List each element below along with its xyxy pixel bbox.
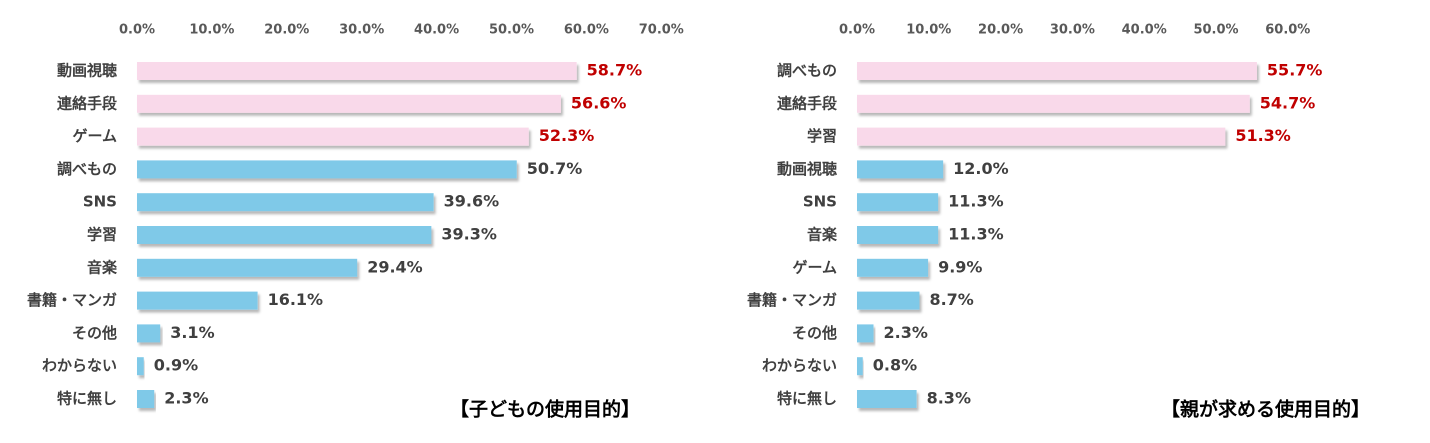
tick-label: 20.0%: [978, 23, 1023, 38]
category-label: ゲーム: [792, 258, 837, 276]
value-label: 0.8%: [873, 356, 917, 375]
category-label: わからない: [42, 357, 117, 375]
bar: [137, 127, 529, 146]
category-label: 特に無し: [777, 390, 837, 408]
category-label: 書籍・マンガ: [747, 291, 837, 309]
value-label: 52.3%: [539, 126, 595, 145]
tick-label: 60.0%: [1265, 23, 1310, 38]
bar: [137, 193, 434, 212]
value-label: 0.9%: [154, 356, 198, 375]
bar: [857, 324, 874, 343]
bar: [857, 357, 863, 376]
bar: [857, 62, 1257, 80]
chart-children-usage: 0.0% 10.0% 20.0% 30.0% 40.0% 50.0% 60.0% 70.0% 動…: [27, 23, 684, 421]
category-label: 学習: [87, 226, 117, 244]
value-label: 3.1%: [170, 323, 214, 342]
category-label: その他: [792, 324, 837, 342]
bar: [857, 258, 929, 277]
value-label: 8.7%: [929, 290, 973, 309]
category-label: SNS: [83, 193, 117, 211]
category-label: 調べもの: [777, 62, 837, 80]
value-label: 8.3%: [927, 389, 971, 408]
tick-label: 30.0%: [1050, 23, 1095, 38]
chart-parents-desired-usage: 0.0% 10.0% 20.0% 30.0% 40.0% 50.0% 60.0% 調べもの 55…: [715, 0, 1430, 443]
bar: [137, 62, 577, 80]
tick-label: 20.0%: [264, 23, 309, 38]
category-label: わからない: [762, 357, 837, 375]
tick-label: 50.0%: [1193, 23, 1238, 38]
tick-label: 0.0%: [119, 23, 155, 38]
chart-parents-desired-usage-svg: 0.0% 10.0% 20.0% 30.0% 40.0% 50.0% 60.0% 調べもの 55…: [747, 23, 1370, 421]
category-label: その他: [72, 324, 117, 342]
bar: [137, 291, 258, 310]
value-label: 16.1%: [268, 290, 324, 309]
value-label: 54.7%: [1260, 93, 1316, 112]
bar: [857, 291, 920, 310]
value-label: 9.9%: [938, 257, 982, 276]
category-label: 動画視聴: [777, 160, 837, 178]
category-label: 特に無し: [57, 390, 117, 408]
category-label: 書籍・マンガ: [27, 291, 117, 309]
tick-label: 40.0%: [1122, 23, 1167, 38]
value-label: 55.7%: [1267, 61, 1323, 80]
bar: [857, 390, 917, 408]
tick-label: 60.0%: [564, 23, 609, 38]
tick-label: 30.0%: [339, 23, 384, 38]
value-label: 56.6%: [571, 93, 627, 112]
bar: [137, 390, 155, 408]
bar: [857, 193, 939, 212]
bar: [137, 357, 144, 376]
value-label: 11.3%: [948, 192, 1004, 211]
category-label: 連絡手段: [57, 94, 117, 112]
bar: [137, 324, 161, 343]
value-label: 51.3%: [1235, 126, 1291, 145]
category-label: 学習: [807, 127, 837, 145]
chart-title: 【親が求める使用目的】: [1161, 398, 1370, 421]
chart-title: 【子どもの使用目的】: [450, 398, 640, 421]
tick-label: 10.0%: [906, 23, 951, 38]
category-label: 動画視聴: [57, 62, 117, 80]
tick-label: 70.0%: [639, 23, 684, 38]
category-label: 連絡手段: [777, 94, 837, 112]
category-label: 調べもの: [57, 160, 117, 178]
bar: [137, 94, 561, 113]
value-label: 39.6%: [444, 192, 500, 211]
tick-label: 10.0%: [189, 23, 234, 38]
value-label: 50.7%: [527, 159, 583, 178]
value-label: 2.3%: [884, 323, 928, 342]
category-label: 音楽: [807, 226, 838, 244]
bar: [857, 226, 939, 244]
value-label: 2.3%: [164, 389, 208, 408]
bar: [857, 127, 1226, 146]
tick-label: 0.0%: [839, 23, 875, 38]
tick-label: 50.0%: [489, 23, 534, 38]
category-label: SNS: [803, 193, 837, 211]
value-label: 29.4%: [367, 257, 423, 276]
category-label: ゲーム: [72, 127, 117, 145]
value-label: 12.0%: [953, 159, 1009, 178]
value-label: 11.3%: [948, 225, 1004, 244]
category-label: 音楽: [87, 258, 118, 276]
tick-label: 40.0%: [414, 23, 459, 38]
bar: [857, 94, 1250, 113]
chart-children-usage-svg: 0.0% 10.0% 20.0% 30.0% 40.0% 50.0% 60.0% 70.0% 動…: [27, 23, 684, 421]
bar: [137, 258, 358, 277]
bar: [857, 160, 944, 179]
bar: [137, 226, 432, 244]
value-label: 39.3%: [441, 225, 497, 244]
bar: [137, 160, 517, 179]
value-label: 58.7%: [587, 61, 643, 80]
